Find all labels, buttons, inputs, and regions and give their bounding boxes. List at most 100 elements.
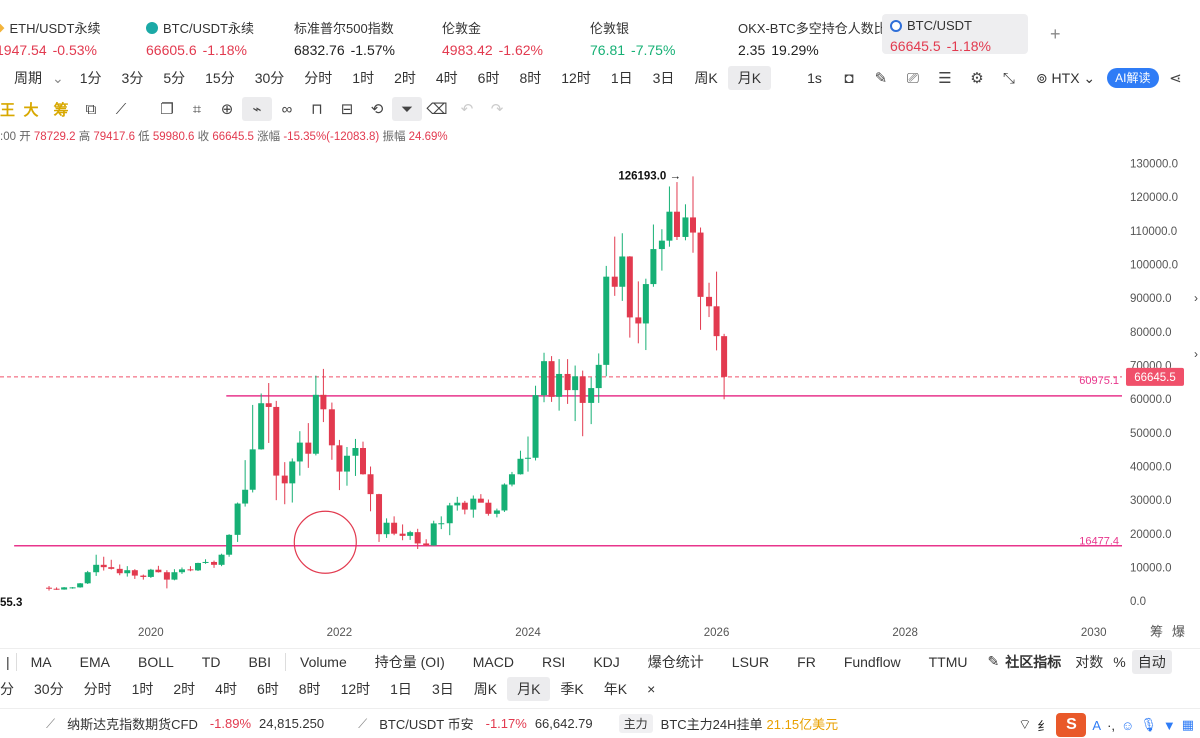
interval-button[interactable]: 1s (807, 70, 822, 86)
ticker-silver[interactable]: 伦敦银 76.81 -7.75% (590, 0, 738, 62)
punct-icon[interactable]: ·, (1107, 717, 1116, 733)
pen-icon[interactable]: ✎ (874, 70, 888, 87)
timeframe-12[interactable]: 12时 (561, 70, 591, 86)
timeframe-15[interactable]: 周K (694, 70, 718, 86)
ticker-sp500[interactable]: 标准普尔500指数 6832.76 -1.57% (294, 0, 442, 62)
bottom-timeframe-3[interactable]: 1时 (131, 681, 154, 697)
gear-icon[interactable]: ⚙ (970, 70, 984, 87)
edit-indicators-icon[interactable]: ✎ (987, 653, 1000, 669)
zoom-in-icon[interactable]: ⊕ (220, 101, 234, 118)
trash-icon[interactable]: ⌫ (426, 101, 448, 118)
timeframe-1[interactable]: 1分 (79, 70, 102, 86)
timeframe-13[interactable]: 1日 (610, 70, 633, 86)
link-icon[interactable]: ∞ (281, 100, 293, 118)
candle-body (281, 475, 288, 484)
timeframe-9[interactable]: 4时 (435, 70, 458, 86)
indicator-5[interactable]: Volume (300, 653, 347, 670)
indicator-3[interactable]: TD (201, 653, 221, 670)
timeframe-0[interactable]: 周期 (14, 70, 42, 86)
lock-icon[interactable]: ⊓ (311, 101, 323, 118)
bottom-timeframe-13[interactable]: 季K (560, 681, 584, 697)
indicator-12[interactable]: FR (797, 653, 816, 670)
bottom-timeframe-10[interactable]: 3日 (431, 681, 454, 697)
filter-icon[interactable]: ⏷ (392, 97, 422, 121)
indicator-9[interactable]: KDJ (593, 653, 620, 670)
indicator-8[interactable]: RSI (541, 653, 566, 670)
exchange-select[interactable]: ⊚ HTX ⌄ (1035, 70, 1096, 86)
tool-wang[interactable]: 王 (0, 101, 16, 119)
indicator-14[interactable]: TTMU (928, 653, 968, 670)
indicator-2[interactable]: BOLL (137, 653, 174, 670)
timeframe-2[interactable]: 3分 (121, 70, 144, 86)
ruler-icon[interactable]: ⌗ (192, 100, 202, 118)
indicator-4[interactable]: BBI (248, 653, 272, 670)
ticker-eth[interactable]: ◆ ETH/USDT永续 1947.54 -0.53% (0, 0, 142, 62)
bottom-timeframe-14[interactable]: 年K (603, 681, 628, 697)
bottom-timeframe-4[interactable]: 2时 (173, 681, 196, 697)
timeframe-11[interactable]: 8时 (519, 70, 542, 86)
input-method-icon[interactable]: S (1056, 713, 1087, 737)
ticker-btc-active[interactable]: BTC/USDT 66645.5 -1.18% (882, 14, 1028, 54)
ticker-btc-perp[interactable]: BTC/USDT永续 66605.6 -1.18% (146, 0, 294, 62)
log-scale-toggle[interactable]: 对数 (1075, 653, 1104, 670)
share-icon[interactable]: ⋖ (1169, 70, 1182, 87)
timeframe-3[interactable]: 5分 (163, 70, 186, 86)
bottom-timeframe-2[interactable]: 分时 (83, 681, 112, 697)
timeframe-7[interactable]: 1时 (352, 70, 375, 86)
font-icon[interactable]: A (1092, 717, 1102, 733)
indicator-1[interactable]: EMA (79, 653, 110, 670)
bottom-timeframe-8[interactable]: 12时 (340, 681, 371, 697)
copy-icon[interactable]: ❐ (160, 101, 174, 118)
bottom-timeframe-6[interactable]: 6时 (256, 681, 279, 697)
timeframe-16[interactable]: 月K (727, 66, 772, 90)
candlestick-chart[interactable]: 0.0 10000.0 20000.0 30000.0 40000.0 50000.0 60… (0, 140, 1200, 645)
bottom-timeframe-9[interactable]: 1日 (390, 681, 412, 697)
timeframe-4[interactable]: 15分 (205, 70, 235, 86)
shirt-icon[interactable]: ▼ (1162, 717, 1176, 733)
ticker-okx-ratio[interactable]: OKX-BTC多空持仓人数比 2.35 19.29% (738, 0, 887, 62)
timeframe-8[interactable]: 2时 (394, 70, 416, 86)
percent-toggle[interactable]: % (1113, 653, 1126, 670)
ticker-gold[interactable]: 伦敦金 4983.42 -1.62% (442, 0, 590, 62)
bottom-timeframe-7[interactable]: 8时 (298, 681, 321, 697)
line-tool-icon[interactable]: ⟋ (115, 100, 127, 118)
bottom-timeframe-0[interactable]: 分 (0, 681, 14, 697)
footer-item2-name[interactable]: BTC/USDT 币安 (379, 717, 474, 732)
indicator-0[interactable]: MA (30, 653, 52, 670)
tool-da[interactable]: 大 (23, 101, 39, 119)
timeframe-5[interactable]: 30分 (254, 70, 285, 86)
mic-icon[interactable]: 🎙 (1140, 717, 1157, 732)
ai-analysis-button[interactable]: AI解读 (1107, 68, 1159, 88)
fullscreen-icon[interactable]: ⤡ (1002, 69, 1015, 87)
sync-icon[interactable]: ⟲ (370, 101, 384, 118)
timeframe-6[interactable]: 分时 (304, 70, 333, 86)
close-icon[interactable]: × (647, 681, 656, 697)
grid-icon[interactable]: ▦ (1181, 717, 1194, 732)
magnet-icon[interactable]: ⌁ (242, 97, 272, 121)
bottom-timeframe-11[interactable]: 周K (473, 681, 498, 697)
community-indicators-button[interactable]: 社区指标 (1005, 653, 1062, 670)
add-ticker-icon[interactable]: + (1050, 24, 1061, 44)
tool-chou[interactable]: 筹 (53, 101, 69, 119)
bottom-timeframe-1[interactable]: 30分 (34, 681, 64, 697)
indicator-6[interactable]: 持仓量 (OI) (374, 653, 445, 670)
timeframe-14[interactable]: 3日 (652, 70, 675, 86)
indicator-13[interactable]: Fundflow (843, 653, 901, 670)
auto-draw-icon[interactable]: ⧉ (85, 100, 97, 118)
bottom-timeframe-12[interactable]: 月K (507, 677, 551, 701)
indicator-10[interactable]: 爆仓统计 (647, 653, 704, 670)
redo-icon[interactable]: ↷ (490, 101, 504, 118)
emoji-icon[interactable]: ☺ (1121, 717, 1135, 733)
footer-item1-name[interactable]: 纳斯达克指数期货CFD (67, 717, 198, 732)
bottom-timeframe-5[interactable]: 4时 (215, 681, 237, 697)
undo-icon[interactable]: ↶ (460, 101, 474, 118)
indicator-11[interactable]: LSUR (731, 653, 770, 670)
wifi-icon[interactable]: ⌔ (1018, 716, 1032, 732)
timeframe-10[interactable]: 6时 (477, 70, 500, 86)
camera-icon[interactable]: ◘ (844, 69, 854, 87)
auto-scale-toggle[interactable]: 自动 (1131, 649, 1172, 674)
list-icon[interactable]: ☰ (938, 70, 952, 87)
indicator-7[interactable]: MACD (472, 653, 514, 670)
comment-icon[interactable]: ⎚ (906, 69, 919, 87)
edit-layer-icon[interactable]: ⊟ (340, 101, 354, 118)
